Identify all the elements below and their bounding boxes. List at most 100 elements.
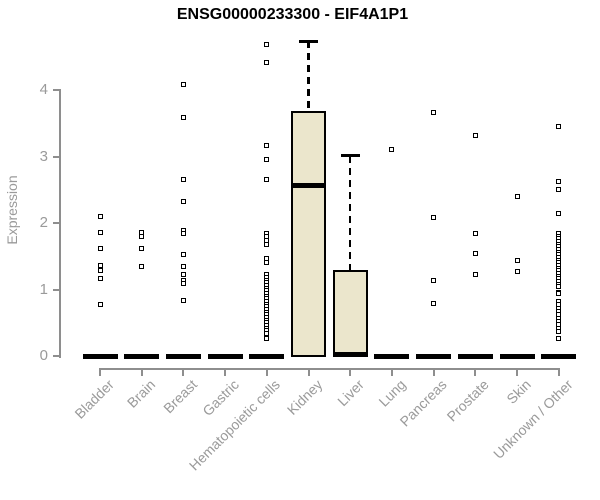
median-line (165, 353, 201, 359)
x-tick (140, 370, 143, 376)
outlier-point (97, 263, 103, 269)
outlier-point (264, 157, 270, 163)
outlier-point (264, 59, 270, 65)
whisker-line (307, 41, 310, 112)
outlier-point (264, 335, 270, 341)
y-tick (53, 89, 59, 91)
outlier-point (431, 110, 437, 116)
outlier-point (264, 177, 270, 183)
outlier-point (472, 271, 478, 277)
outlier-point (97, 213, 103, 219)
outlier-point (514, 257, 520, 263)
whisker-line (348, 155, 352, 271)
median-line (249, 353, 285, 359)
x-tick (99, 370, 101, 376)
x-tick-label: Bladder (71, 376, 117, 422)
x-tick (474, 370, 477, 376)
x-tick (265, 370, 268, 376)
outlier-point (180, 297, 186, 303)
outlier-point (180, 252, 186, 258)
outlier-point (264, 142, 270, 148)
y-tick-label: 0 (39, 347, 48, 364)
median-line (124, 353, 160, 359)
outlier-point (472, 231, 478, 237)
outlier-point (431, 300, 437, 306)
outlier-point (431, 214, 437, 220)
chart-title: ENSG00000233300 - EIF4A1P1 (176, 6, 409, 23)
x-tick (516, 370, 518, 376)
x-tick (557, 370, 560, 376)
x-tick-label: Liver (334, 376, 367, 410)
outlier-point (139, 264, 145, 270)
outlier-point (180, 231, 186, 237)
y-tick-label: 1 (39, 280, 48, 298)
y-tick-label: 2 (39, 214, 48, 231)
x-tick (307, 370, 310, 376)
outlier-point (180, 264, 186, 270)
y-tick (53, 355, 59, 357)
x-tick (390, 370, 393, 376)
median-line (416, 353, 452, 359)
y-tick (53, 155, 59, 158)
outlier-point (556, 284, 562, 290)
y-tick (53, 288, 59, 291)
outlier-point (264, 260, 270, 266)
outlier-point (514, 193, 520, 199)
outlier-point (264, 255, 270, 261)
y-tick-label: 3 (39, 147, 48, 165)
median-line (541, 353, 577, 359)
outlier-point (97, 229, 103, 235)
outlier-point (431, 277, 437, 283)
outlier-point (556, 290, 562, 296)
x-tick-label: Breast (160, 376, 201, 417)
outlier-point (556, 124, 562, 130)
outlier-point (556, 179, 562, 185)
x-tick (224, 370, 227, 376)
x-tick (432, 370, 435, 376)
outlier-point (264, 42, 270, 48)
outlier-point (180, 177, 186, 183)
y-tick (53, 222, 59, 224)
median-line (82, 353, 118, 359)
y-axis-line (59, 89, 61, 358)
box (332, 269, 368, 357)
x-tick (349, 370, 352, 376)
whisker-cap (299, 39, 318, 43)
x-tick-label: Kidney (283, 376, 326, 418)
outlier-point (472, 133, 478, 139)
x-axis-line (98, 368, 561, 370)
outlier-point (97, 245, 103, 251)
outlier-point (556, 335, 562, 341)
outlier-point (180, 115, 186, 121)
outlier-point (472, 251, 478, 257)
outlier-point (97, 276, 103, 282)
outlier-point (264, 241, 270, 247)
y-tick-label: 4 (39, 81, 48, 98)
outlier-point (556, 210, 562, 216)
x-tick-label: Skin (503, 376, 534, 407)
median-line (374, 353, 410, 359)
whisker-cap (340, 154, 360, 158)
median-line (499, 353, 535, 359)
median-line (457, 353, 493, 359)
median-line (332, 352, 368, 358)
median-line (291, 182, 326, 188)
outlier-point (180, 82, 186, 88)
outlier-point (180, 271, 186, 277)
outlier-point (97, 301, 103, 307)
outlier-point (180, 198, 186, 204)
x-tick (182, 370, 185, 376)
x-tick-label: Brain (123, 376, 159, 411)
x-tick-label: Unknown / Other (489, 376, 576, 462)
outlier-point (389, 147, 395, 153)
outlier-point (139, 245, 145, 251)
outlier-point (556, 328, 562, 334)
x-tick-label: Prostate (443, 376, 492, 425)
outlier-point (180, 281, 186, 286)
outlier-point (139, 233, 145, 239)
median-line (207, 353, 243, 359)
outlier-point (514, 269, 520, 275)
outlier-point (97, 267, 103, 273)
